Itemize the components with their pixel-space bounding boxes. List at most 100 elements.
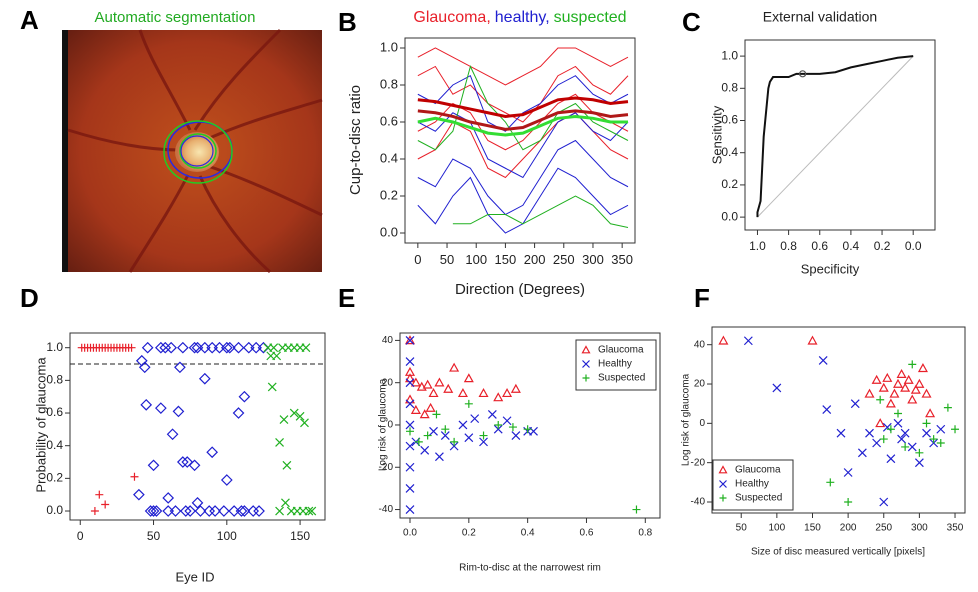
- marker: [301, 343, 311, 353]
- x-tick-label: 0.6: [580, 528, 594, 539]
- marker: [826, 478, 835, 487]
- marker: [440, 431, 450, 440]
- panel-letter: A: [20, 5, 39, 35]
- marker: [282, 460, 292, 470]
- marker: [420, 445, 430, 455]
- x-tick-label: 100: [465, 252, 487, 267]
- marker: [921, 388, 932, 398]
- marker: [232, 341, 245, 354]
- marker: [892, 378, 904, 388]
- marker: [915, 448, 924, 457]
- marker: [269, 343, 279, 353]
- y-axis-label: Cup-to-disc ratio: [347, 85, 364, 195]
- legend-label: Healthy: [598, 359, 632, 370]
- plot-frame: [69, 332, 326, 521]
- marker: [936, 424, 946, 434]
- marker: [176, 341, 189, 354]
- marker: [836, 428, 846, 438]
- y-tick-label: 0.6: [721, 113, 738, 127]
- marker: [818, 356, 828, 365]
- x-tick-label: 150: [290, 529, 310, 543]
- series-line: [417, 139, 629, 216]
- title-part: healthy,: [495, 9, 550, 26]
- y-tick-label: 0.0: [380, 224, 398, 239]
- marker: [508, 423, 517, 432]
- legend-marker: [582, 360, 590, 368]
- marker: [822, 405, 832, 415]
- marker: [871, 374, 882, 384]
- y-tick-label: 0.8: [46, 373, 63, 387]
- marker: [458, 420, 468, 430]
- x-tick-label: 0.0: [403, 528, 417, 539]
- marker: [857, 448, 867, 458]
- y-tick-label: 0.4: [721, 145, 738, 159]
- legend-marker: [581, 345, 591, 354]
- marker: [405, 505, 415, 514]
- x-tick-label: 0.8: [780, 239, 797, 253]
- marker: [425, 402, 436, 412]
- marker: [184, 505, 197, 517]
- marker: [206, 341, 219, 354]
- x-tick-label: 250: [875, 523, 892, 534]
- marker: [900, 382, 911, 392]
- marker: [405, 378, 415, 388]
- marker: [807, 335, 818, 345]
- marker: [405, 335, 415, 345]
- marker: [257, 341, 270, 354]
- marker: [416, 381, 427, 391]
- marker: [130, 472, 139, 481]
- series-line: [417, 114, 628, 137]
- marker: [743, 336, 753, 346]
- x-tick-label: 100: [217, 529, 237, 543]
- marker: [879, 497, 889, 507]
- marker: [914, 458, 924, 468]
- marker: [864, 388, 875, 398]
- legend-marker: [582, 374, 590, 382]
- y-tick-label: 0.0: [721, 209, 738, 223]
- marker: [429, 426, 438, 436]
- panel-letter: E: [338, 283, 355, 313]
- marker: [865, 428, 874, 438]
- legend-label: Suspected: [598, 373, 645, 384]
- marker: [886, 454, 896, 464]
- x-tick-label: 350: [947, 523, 964, 534]
- marker: [917, 363, 928, 373]
- x-tick-label: 50: [736, 523, 748, 534]
- marker: [410, 404, 421, 414]
- marker: [872, 438, 882, 448]
- y-axis-label: Probability of glaucoma: [33, 357, 48, 493]
- panel-letter: D: [20, 283, 39, 313]
- marker: [464, 433, 474, 443]
- series-line: [417, 47, 629, 86]
- y-tick-label: -40: [691, 497, 706, 508]
- marker: [101, 500, 110, 509]
- marker: [478, 388, 489, 398]
- marker: [307, 506, 317, 516]
- marker: [191, 341, 204, 354]
- marker: [907, 394, 918, 404]
- marker: [250, 341, 262, 354]
- marker: [523, 425, 532, 434]
- y-tick-label: 40: [382, 335, 394, 346]
- marker: [718, 335, 729, 345]
- y-tick-label: 0.2: [380, 187, 398, 202]
- y-tick-label: 20: [382, 377, 394, 388]
- marker: [232, 407, 245, 419]
- panel-title: Automatic segmentation: [95, 9, 256, 26]
- y-tick-label: 0.4: [46, 438, 63, 452]
- marker: [253, 505, 265, 517]
- x-tick-label: 0.4: [843, 239, 860, 253]
- series-line: [417, 75, 629, 132]
- x-tick-label: 0.4: [521, 528, 535, 539]
- marker: [198, 341, 211, 354]
- series-line: [417, 112, 629, 179]
- marker: [510, 383, 521, 393]
- marker: [886, 425, 895, 434]
- marker: [300, 418, 309, 428]
- marker: [882, 422, 892, 432]
- marker: [169, 505, 182, 517]
- marker: [901, 442, 910, 451]
- marker: [405, 462, 415, 472]
- marker: [493, 392, 504, 402]
- marker: [850, 399, 860, 409]
